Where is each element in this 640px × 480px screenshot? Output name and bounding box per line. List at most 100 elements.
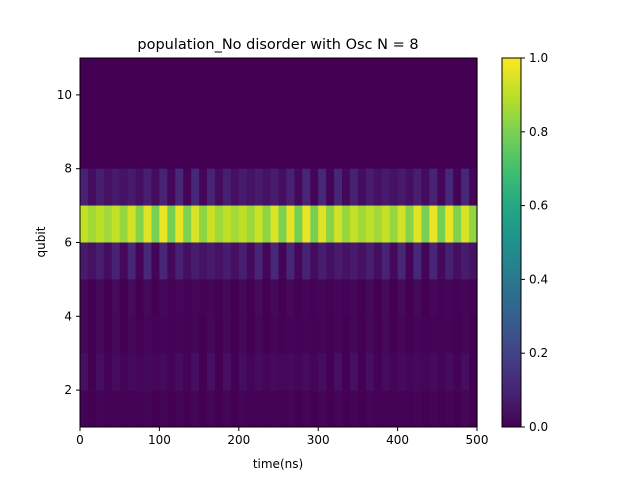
heatmap-cell xyxy=(103,279,113,317)
heatmap-cell xyxy=(230,279,240,317)
heatmap-cell xyxy=(405,390,415,428)
heatmap-cell xyxy=(294,353,303,391)
heatmap-cell xyxy=(357,390,367,428)
heatmap-cell xyxy=(421,168,430,206)
heatmap-cell xyxy=(437,58,446,96)
heatmap-cell xyxy=(278,316,288,354)
heatmap-cell xyxy=(238,94,248,133)
heatmap-cell xyxy=(246,131,256,169)
heatmap-cell xyxy=(167,94,176,133)
x-tick-label: 100 xyxy=(148,433,171,447)
heatmap-cell xyxy=(246,94,256,133)
heatmap-cell xyxy=(87,168,97,206)
heatmap-cell xyxy=(461,205,470,243)
heatmap-cell xyxy=(230,205,240,243)
heatmap-cell xyxy=(302,390,311,428)
heatmap-cell xyxy=(143,242,153,280)
heatmap-cell xyxy=(262,58,272,96)
heatmap-cell xyxy=(262,242,272,280)
heatmap-cell xyxy=(80,279,89,317)
heatmap-cell xyxy=(302,58,311,96)
heatmap-cell xyxy=(199,168,208,206)
heatmap-cell xyxy=(270,279,280,317)
heatmap-cell xyxy=(207,242,216,280)
heatmap-cell xyxy=(238,168,248,206)
heatmap-cell xyxy=(437,316,446,354)
heatmap-cell xyxy=(246,390,256,428)
heatmap-cell xyxy=(207,390,216,428)
heatmap-cell xyxy=(246,316,256,354)
heatmap-cell xyxy=(278,58,288,96)
heatmap-cell xyxy=(143,205,153,243)
heatmap-cell xyxy=(95,390,105,428)
heatmap-cell xyxy=(413,94,423,133)
heatmap-cell xyxy=(334,390,343,428)
heatmap-cell xyxy=(278,353,288,391)
heatmap-cell xyxy=(365,94,375,133)
heatmap-cell xyxy=(445,168,454,206)
heatmap-cell xyxy=(167,353,176,391)
heatmap-cell xyxy=(80,58,89,96)
heatmap-cell xyxy=(151,279,160,317)
heatmap-cell xyxy=(310,58,319,96)
heatmap-cell xyxy=(199,58,208,96)
heatmap-cell xyxy=(302,94,311,133)
heatmap-cell xyxy=(238,353,248,391)
heatmap-cell xyxy=(381,242,391,280)
heatmap-cell xyxy=(334,131,343,169)
heatmap-cell xyxy=(167,205,176,243)
heatmap-cell xyxy=(167,390,176,428)
heatmap-cell xyxy=(294,205,303,243)
heatmap-cell xyxy=(80,242,89,280)
heatmap-cell xyxy=(127,279,137,317)
heatmap-cell xyxy=(310,94,319,133)
heatmap-cell xyxy=(326,58,335,96)
heatmap-cell xyxy=(111,58,121,96)
heatmap-cell xyxy=(421,279,430,317)
heatmap-cell xyxy=(87,94,97,133)
x-tick-label: 500 xyxy=(466,433,489,447)
heatmap-cell xyxy=(461,131,470,169)
heatmap-cell xyxy=(270,131,280,169)
heatmap-cell xyxy=(310,390,319,428)
x-tick-label: 200 xyxy=(227,433,250,447)
heatmap-cell xyxy=(381,94,391,133)
heatmap-cell xyxy=(111,168,121,206)
heatmap-cell xyxy=(254,390,264,428)
heatmap-cell xyxy=(310,353,319,391)
heatmap-cell xyxy=(159,242,168,280)
heatmap-cell xyxy=(191,316,200,354)
heatmap-cell xyxy=(214,205,224,243)
heatmap-cell xyxy=(135,353,145,391)
heatmap-cell xyxy=(159,353,168,391)
heatmap-cell xyxy=(119,94,129,133)
colorbar-tick-label: 0.0 xyxy=(529,420,548,434)
heatmap-cell xyxy=(357,242,367,280)
heatmap-cell xyxy=(119,242,129,280)
heatmap-cell xyxy=(230,390,240,428)
heatmap-cell xyxy=(413,316,423,354)
heatmap-cell xyxy=(183,390,192,428)
heatmap-cell xyxy=(246,168,256,206)
heatmap-cell xyxy=(318,94,327,133)
heatmap-cell xyxy=(238,242,248,280)
heatmap-cell xyxy=(429,205,438,243)
heatmap-cell xyxy=(294,168,303,206)
heatmap-cell xyxy=(222,168,232,206)
heatmap-cell xyxy=(119,58,129,96)
heatmap-cell xyxy=(222,353,232,391)
heatmap-cell xyxy=(143,279,153,317)
heatmap-cell xyxy=(167,279,176,317)
heatmap-cell xyxy=(429,316,438,354)
heatmap-cell xyxy=(357,168,367,206)
heatmap-cell xyxy=(286,131,295,169)
heatmap-cell xyxy=(342,94,351,133)
heatmap-cell xyxy=(254,94,264,133)
heatmap-cell xyxy=(230,58,240,96)
heatmap-cell xyxy=(159,168,168,206)
y-tick-label: 2 xyxy=(64,383,72,397)
heatmap-cell xyxy=(365,205,375,243)
heatmap-cell xyxy=(222,131,232,169)
heatmap-cell xyxy=(381,279,391,317)
heatmap-cell xyxy=(103,58,113,96)
